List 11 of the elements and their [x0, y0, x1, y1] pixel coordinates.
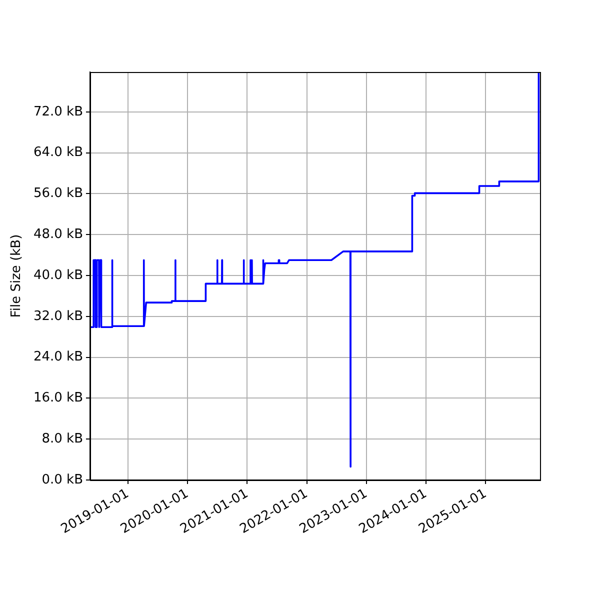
y-tick-label: 8.0 kB: [42, 431, 83, 446]
y-tick-label: 56.0 kB: [33, 186, 83, 202]
y-axis-title: File Size (kB): [9, 234, 24, 318]
y-tick-label: 32.0 kB: [33, 308, 83, 324]
y-tick-label: 64.0 kB: [33, 145, 83, 160]
y-tick-label: 72.0 kB: [33, 104, 83, 120]
y-tick-label: 16.0 kB: [33, 390, 83, 406]
y-tick-label: 40.0 kB: [33, 268, 83, 283]
y-tick-label: 0.0 kB: [42, 472, 83, 488]
y-tick-label: 48.0 kB: [33, 226, 83, 242]
y-tick-label: 24.0 kB: [33, 350, 83, 365]
